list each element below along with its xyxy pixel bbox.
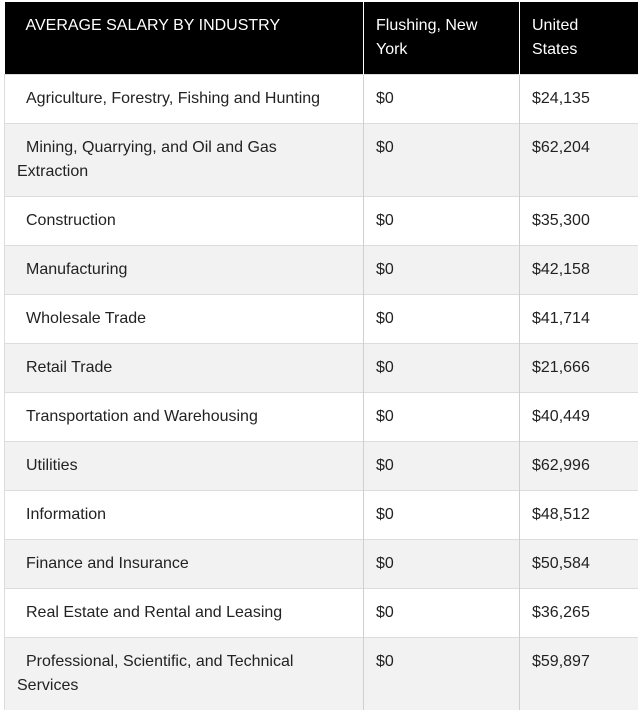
- industry-cell: Wholesale Trade: [4, 294, 364, 344]
- flushing-salary-cell: $0: [363, 588, 520, 638]
- table-row: Information $0 $48,512: [4, 490, 638, 540]
- flushing-salary-cell: $0: [363, 539, 520, 589]
- flushing-salary-cell: $0: [363, 392, 520, 442]
- flushing-salary-cell: $0: [363, 441, 520, 491]
- flushing-salary-cell: $0: [363, 343, 520, 393]
- table-row: Construction $0 $35,300: [4, 196, 638, 246]
- table-row: Transportation and Warehousing $0 $40,44…: [4, 392, 638, 442]
- us-salary-cell: $42,158: [519, 245, 638, 295]
- flushing-salary-cell: $0: [363, 637, 520, 710]
- header-industry: AVERAGE SALARY BY INDUSTRY: [4, 2, 364, 75]
- table-row: Retail Trade $0 $21,666: [4, 343, 638, 393]
- flushing-salary-cell: $0: [363, 74, 520, 124]
- us-salary-cell: $62,204: [519, 123, 638, 197]
- industry-cell: Agriculture, Forestry, Fishing and Hunti…: [4, 74, 364, 124]
- flushing-salary-cell: $0: [363, 123, 520, 197]
- industry-cell: Manufacturing: [4, 245, 364, 295]
- industry-cell: Mining, Quarrying, and Oil and Gas Extra…: [4, 123, 364, 197]
- us-salary-cell: $21,666: [519, 343, 638, 393]
- salary-by-industry-table: AVERAGE SALARY BY INDUSTRY Flushing, New…: [4, 2, 638, 710]
- table-header: AVERAGE SALARY BY INDUSTRY Flushing, New…: [4, 2, 638, 75]
- flushing-salary-cell: $0: [363, 245, 520, 295]
- us-salary-cell: $41,714: [519, 294, 638, 344]
- us-salary-cell: $50,584: [519, 539, 638, 589]
- table-body: Agriculture, Forestry, Fishing and Hunti…: [4, 74, 638, 710]
- flushing-salary-cell: $0: [363, 294, 520, 344]
- header-flushing: Flushing, New York: [363, 2, 520, 75]
- us-salary-cell: $40,449: [519, 392, 638, 442]
- table-row: Utilities $0 $62,996: [4, 441, 638, 491]
- us-salary-cell: $59,897: [519, 637, 638, 710]
- industry-cell: Finance and Insurance: [4, 539, 364, 589]
- industry-cell: Professional, Scientific, and Technical …: [4, 637, 364, 710]
- industry-cell: Real Estate and Rental and Leasing: [4, 588, 364, 638]
- industry-cell: Retail Trade: [4, 343, 364, 393]
- industry-cell: Utilities: [4, 441, 364, 491]
- us-salary-cell: $36,265: [519, 588, 638, 638]
- table-row: Manufacturing $0 $42,158: [4, 245, 638, 295]
- table-row: Agriculture, Forestry, Fishing and Hunti…: [4, 74, 638, 124]
- us-salary-cell: $35,300: [519, 196, 638, 246]
- us-salary-cell: $62,996: [519, 441, 638, 491]
- table-row: Wholesale Trade $0 $41,714: [4, 294, 638, 344]
- us-salary-cell: $24,135: [519, 74, 638, 124]
- table-header-row: AVERAGE SALARY BY INDUSTRY Flushing, New…: [4, 2, 638, 75]
- table-row: Real Estate and Rental and Leasing $0 $3…: [4, 588, 638, 638]
- us-salary-cell: $48,512: [519, 490, 638, 540]
- table-row: Professional, Scientific, and Technical …: [4, 637, 638, 710]
- industry-cell: Construction: [4, 196, 364, 246]
- industry-cell: Transportation and Warehousing: [4, 392, 364, 442]
- flushing-salary-cell: $0: [363, 490, 520, 540]
- industry-cell: Information: [4, 490, 364, 540]
- table-row: Mining, Quarrying, and Oil and Gas Extra…: [4, 123, 638, 197]
- table-row: Finance and Insurance $0 $50,584: [4, 539, 638, 589]
- salary-table-container: AVERAGE SALARY BY INDUSTRY Flushing, New…: [4, 2, 638, 714]
- flushing-salary-cell: $0: [363, 196, 520, 246]
- header-united-states: United States: [519, 2, 638, 75]
